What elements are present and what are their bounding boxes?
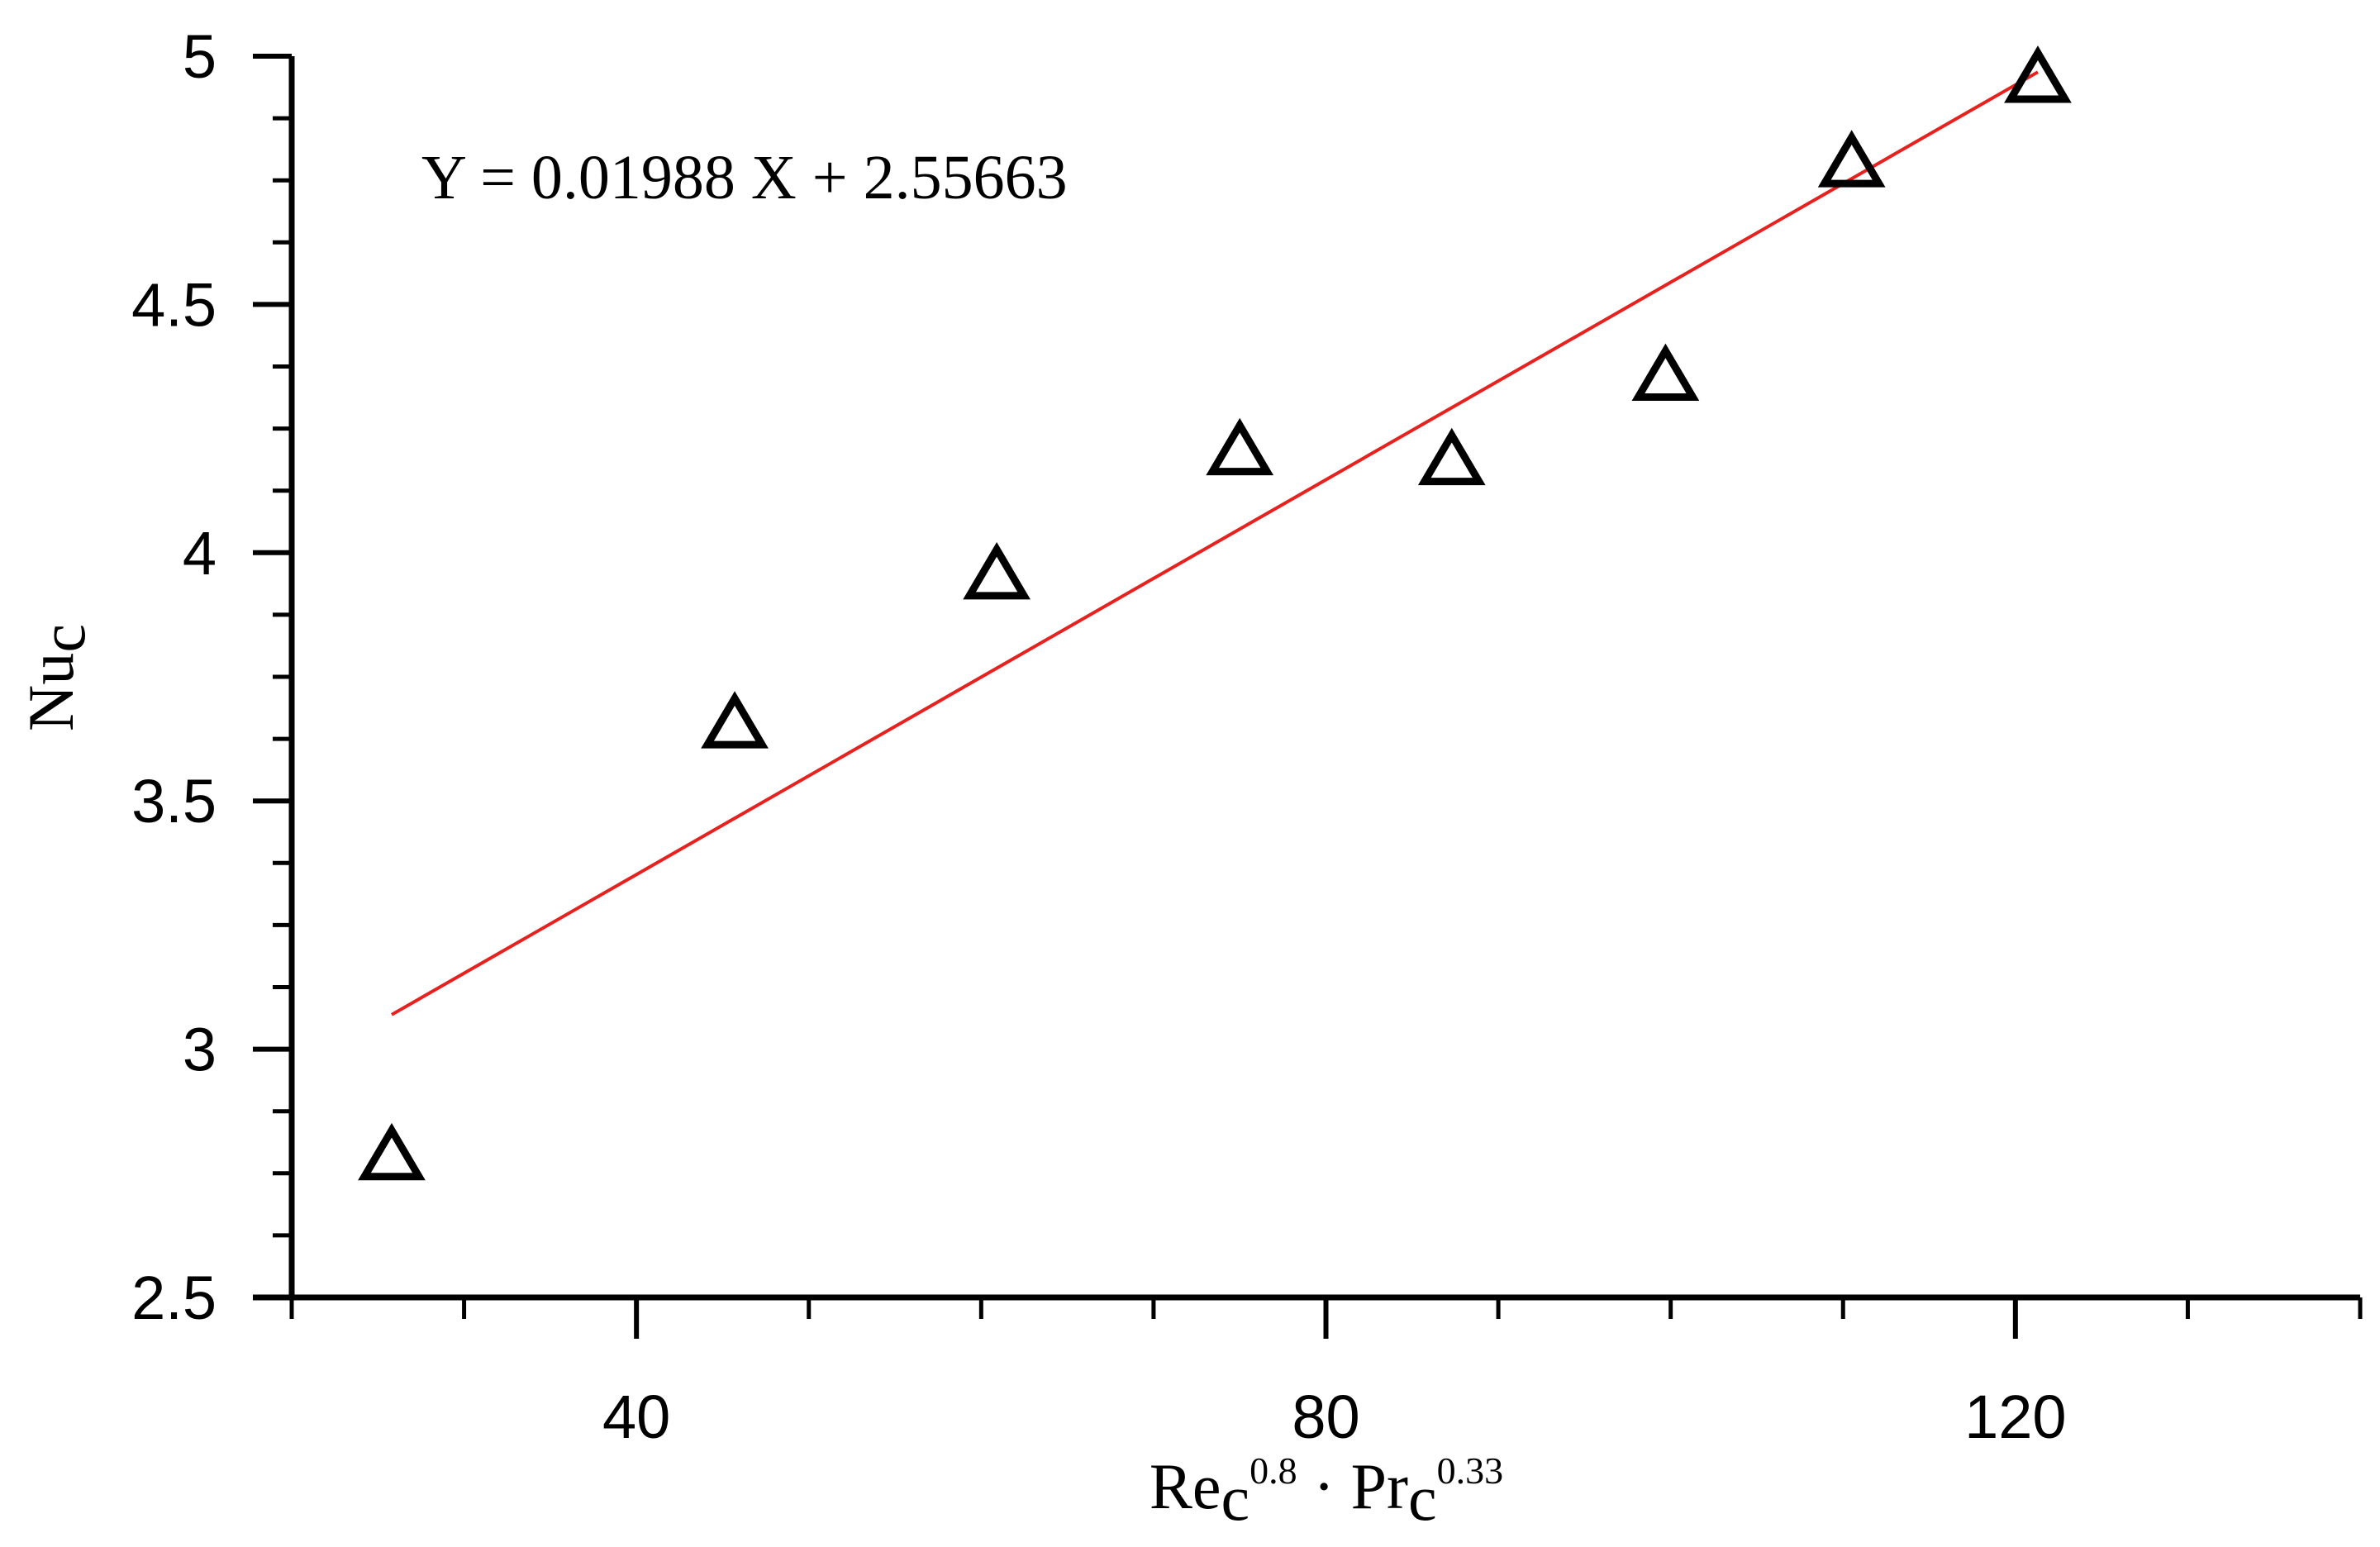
y-tick-label: 4.5 [131,270,217,339]
x-axis-title-sub1: c [1221,1462,1250,1534]
axes [253,56,2360,1301]
x-axis-title-sup1: 0.8 [1250,1449,1297,1492]
fit-line [390,70,2039,1016]
data-point-triangle [1206,417,1274,476]
x-axis-title-base2: Pr [1351,1450,1408,1522]
y-tick-label: 4 [183,519,217,588]
y-axis-title: Nuc [15,624,98,731]
data-point-triangle [1417,427,1486,486]
x-tick-label: 120 [1964,1383,2066,1451]
x-tick-label: 40 [602,1383,670,1451]
data-points-layer [358,45,2072,1181]
y-tick-label: 5 [183,22,217,91]
x-axis-title-dot: · [1297,1450,1351,1522]
data-point-triangle [701,691,769,749]
x-axis-title: Rec0.8 · Prc0.33 [1150,1449,1503,1534]
data-point-triangle [358,1122,426,1181]
x-axis-title-sup2: 0.33 [1437,1449,1504,1492]
data-point-triangle [1817,130,1886,188]
y-tick-label: 3.5 [131,767,217,835]
y-tick-label: 3 [183,1016,217,1084]
data-point-triangle [2004,45,2072,103]
data-point-triangle [1631,343,1700,402]
y-axis-title-base: Nu [15,653,87,731]
y-tick-label: 2.5 [131,1264,217,1332]
ticks [253,54,2363,1339]
fit-line-layer [390,70,2039,1016]
x-axis-title-sub2: c [1408,1462,1437,1534]
data-point-triangle [963,541,1031,600]
y-axis-title-sub: c [26,624,98,653]
x-tick-label: 80 [1292,1383,1359,1451]
tick-labels: 2.5 3 3.5 4 4.5 5 40 80 120 [131,22,2066,1451]
fit-equation: Y = 0.01988 X + 2.55663 [421,143,1068,212]
y-axis-title-group: Nuc [15,624,98,731]
x-axis-title-base1: Re [1150,1450,1221,1522]
